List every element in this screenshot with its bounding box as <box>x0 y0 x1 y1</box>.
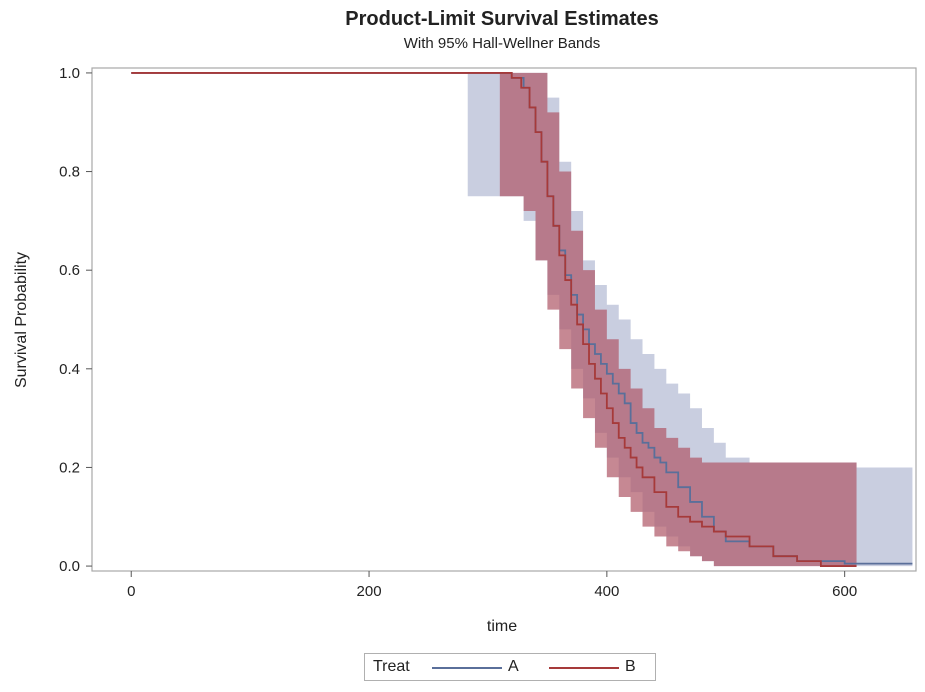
x-tick-label: 0 <box>127 583 135 600</box>
survival-curve-b <box>131 72 857 567</box>
y-axis-label: Survival Probability <box>13 252 30 388</box>
legend: Treat A B <box>364 653 656 681</box>
chart-title: Product-Limit Survival Estimates <box>345 8 659 30</box>
y-tick-label: 0.6 <box>59 262 80 279</box>
legend-label-a: A <box>508 658 519 675</box>
x-tick-label: 600 <box>832 583 857 600</box>
y-tick-label: 0.2 <box>59 459 80 476</box>
survival-curves <box>131 72 913 567</box>
legend-title: Treat <box>373 658 410 675</box>
confidence-band-b <box>499 72 857 567</box>
y-tick-label: 1.0 <box>59 65 80 82</box>
legend-label-b: B <box>625 658 636 675</box>
legend-swatch-b <box>549 667 619 669</box>
y-tick-label: 0.4 <box>59 361 80 378</box>
chart-subtitle: With 95% Hall-Wellner Bands <box>403 35 601 52</box>
x-axis: 0 200 400 600 <box>127 571 857 600</box>
x-tick-label: 400 <box>594 583 619 600</box>
y-tick-label: 0.0 <box>59 558 80 575</box>
y-tick-label: 0.8 <box>59 164 80 181</box>
legend-swatch-a <box>432 667 502 669</box>
x-axis-label: time <box>487 618 517 635</box>
y-axis: 0.0 0.2 0.4 0.6 0.8 1.0 <box>59 65 92 575</box>
plot-frame <box>91 67 917 572</box>
x-tick-label: 200 <box>357 583 382 600</box>
